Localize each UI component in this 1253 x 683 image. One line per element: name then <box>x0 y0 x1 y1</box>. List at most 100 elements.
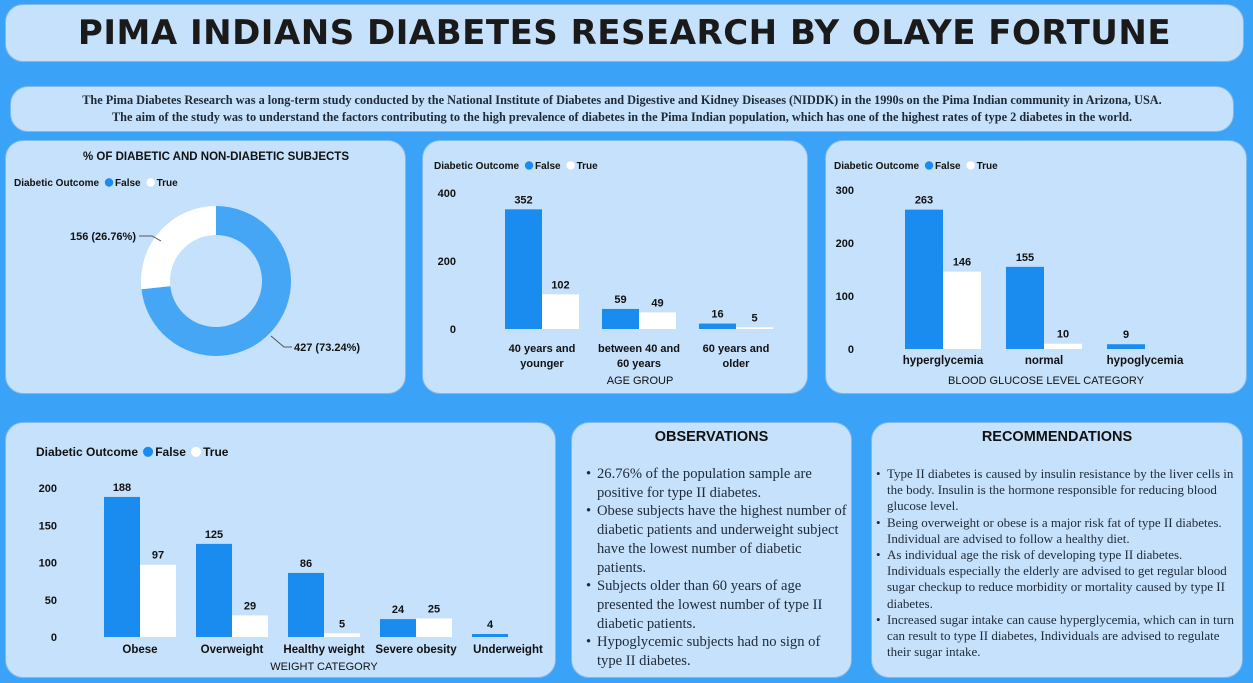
x-axis-label: AGE GROUP <box>607 375 674 387</box>
legend-marker-false <box>104 178 114 187</box>
bar-true <box>140 564 176 637</box>
data-label: 5 <box>339 618 345 630</box>
data-label: 146 <box>953 257 971 269</box>
observation-item: Subjects older than 60 years of age pres… <box>586 577 848 633</box>
data-label: 4 <box>487 619 494 631</box>
data-label: 10 <box>1057 329 1069 341</box>
x-tick-label: Underweight <box>473 644 543 656</box>
x-axis-label: BLOOD GLUCOSE LEVEL CATEGORY <box>948 375 1145 387</box>
donut-chart-panel: % OF DIABETIC AND NON-DIABETIC SUBJECTS D… <box>5 140 406 394</box>
data-label: 49 <box>651 297 663 309</box>
x-tick-label: Healthy weight <box>283 644 364 656</box>
x-tick-label: older <box>723 358 751 370</box>
observation-item: Hypoglycemic subjects had no sign of typ… <box>586 633 848 670</box>
y-tick-label: 200 <box>836 238 854 250</box>
data-label: 16 <box>711 309 723 321</box>
header-panel: PIMA INDIANS DIABETES RESEARCH BY OLAYE … <box>5 4 1244 62</box>
bar-false <box>1006 266 1044 349</box>
page-title: PIMA INDIANS DIABETES RESEARCH BY OLAYE … <box>77 13 1172 53</box>
y-tick-label: 100 <box>836 291 854 303</box>
data-label: 188 <box>113 482 131 494</box>
data-label: 97 <box>152 550 164 562</box>
bar-true <box>639 312 676 329</box>
bar-true <box>1044 343 1082 349</box>
data-label-true: 156 (26.76%) <box>70 231 136 243</box>
observations-panel: OBSERVATIONS 26.76% of the population sa… <box>571 422 852 678</box>
intro-line-1: The Pima Diabetes Research was a long-te… <box>82 93 1162 107</box>
x-tick-label: 40 years and <box>509 343 576 355</box>
x-axis-label: WEIGHT CATEGORY <box>270 661 378 673</box>
bar-false <box>505 209 542 329</box>
x-tick-label: normal <box>1025 355 1063 367</box>
y-tick-label: 0 <box>848 344 854 356</box>
bar-false <box>699 323 736 329</box>
data-label: 24 <box>392 604 405 616</box>
bar-false <box>602 308 639 329</box>
data-label: 125 <box>205 529 223 541</box>
glucose-chart-panel: Diabetic Outcome False True 0 100 200 300 263 14… <box>825 140 1247 394</box>
data-label: 263 <box>915 195 933 207</box>
legend-marker-true <box>190 446 201 457</box>
age-group-chart-panel: Diabetic Outcome False True 0 200 400 352 102 40… <box>422 140 808 394</box>
bar-true <box>736 327 773 329</box>
legend-marker-false <box>142 446 154 457</box>
bar-true <box>542 294 579 329</box>
data-label: 102 <box>551 279 569 291</box>
legend-title: Diabetic Outcome <box>14 178 99 189</box>
y-tick-label: 150 <box>39 520 57 532</box>
recommendation-item: Type II diabetes is caused by insulin re… <box>876 466 1240 515</box>
legend-marker-true <box>146 178 155 187</box>
data-label: 29 <box>244 600 256 612</box>
y-tick-label: 0 <box>51 632 57 644</box>
legend-title: Diabetic Outcome <box>834 161 919 172</box>
legend-title: Diabetic Outcome <box>36 445 138 459</box>
leader-line-false <box>270 335 292 348</box>
bar-false <box>196 543 232 637</box>
bar-false <box>104 496 140 637</box>
bar-true <box>232 615 268 637</box>
intro-line-2: The aim of the study was to understand t… <box>111 110 1133 124</box>
observations-title: OBSERVATIONS <box>654 429 769 445</box>
chart-title: % OF DIABETIC AND NON-DIABETIC SUBJECTS <box>83 151 349 163</box>
donut-chart: % OF DIABETIC AND NON-DIABETIC SUBJECTS D… <box>14 151 360 356</box>
x-tick-label: between 40 and <box>598 343 680 355</box>
observation-item: Obese subjects have the highest number o… <box>586 502 848 577</box>
legend-label-false: False <box>155 445 186 459</box>
data-label-false: 427 (73.24%) <box>294 342 360 354</box>
legend-label-false: False <box>535 161 561 172</box>
legend-label-false: False <box>115 178 141 189</box>
x-tick-label: hypoglycemia <box>1107 355 1184 367</box>
x-tick-label: 60 years <box>617 358 661 370</box>
bar-true <box>324 633 360 637</box>
recommendation-item: Being overweight or obese is a major ris… <box>876 515 1240 547</box>
data-label: 25 <box>428 603 440 615</box>
legend: Diabetic Outcome False True <box>434 161 598 172</box>
age-group-chart: Diabetic Outcome False True 0 200 400 352 102 40… <box>434 161 773 387</box>
recommendation-item: As individual age the risk of developing… <box>876 547 1240 612</box>
legend-marker-true <box>566 161 575 170</box>
legend-label-true: True <box>977 161 999 172</box>
glucose-chart: Diabetic Outcome False True 0 100 200 300 263 14… <box>834 161 1184 387</box>
observation-item: 26.76% of the population sample are posi… <box>586 465 848 502</box>
y-tick-label: 300 <box>836 185 854 197</box>
legend-label-true: True <box>157 178 179 189</box>
legend-marker-false <box>524 161 534 170</box>
y-tick-label: 100 <box>39 558 57 570</box>
observations-list: 26.76% of the population sample are posi… <box>586 465 848 671</box>
x-tick-label: younger <box>520 358 564 370</box>
bar-false <box>288 572 324 637</box>
data-label: 155 <box>1016 252 1034 264</box>
recommendations-list: Type II diabetes is caused by insulin re… <box>876 466 1240 660</box>
legend: Diabetic Outcome False True <box>14 178 178 189</box>
x-tick-label: 60 years and <box>703 343 770 355</box>
x-tick-label: Overweight <box>201 644 264 656</box>
recommendations-title: RECOMMENDATIONS <box>981 429 1133 445</box>
legend-label-true: True <box>203 445 229 459</box>
legend-title: Diabetic Outcome <box>434 161 519 172</box>
legend-label-false: False <box>935 161 961 172</box>
data-label: 352 <box>514 194 532 206</box>
bar-true <box>416 618 452 637</box>
x-tick-label: Obese <box>122 644 157 656</box>
data-label: 5 <box>751 312 757 324</box>
legend-label-true: True <box>577 161 599 172</box>
